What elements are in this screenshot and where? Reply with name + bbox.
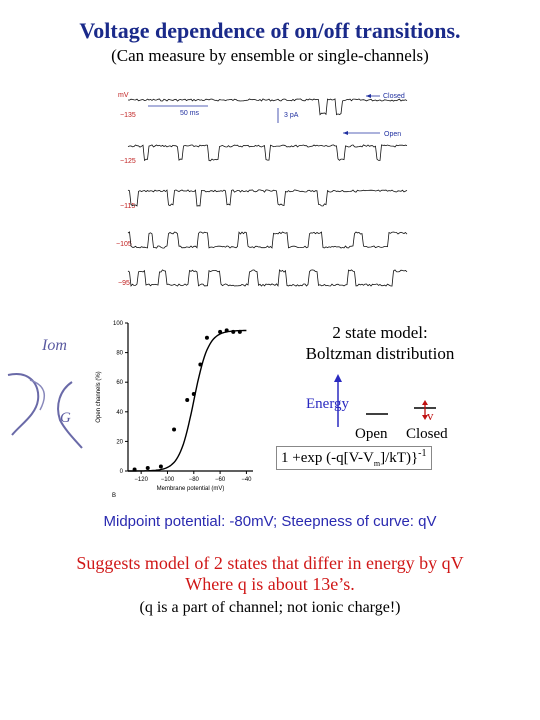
data-point xyxy=(145,466,150,471)
data-point xyxy=(172,427,177,432)
trace-row-1 xyxy=(127,144,408,162)
trace-row-0 xyxy=(127,98,408,116)
energy-label: Energy xyxy=(306,396,350,412)
model-title: 2 state model: Boltzman distribution xyxy=(270,322,490,364)
y-tick-label: 60 xyxy=(116,380,123,386)
x-tick-label: −120 xyxy=(134,477,148,483)
trace-label-105: −105 xyxy=(116,241,132,248)
x-tick-label: −60 xyxy=(215,477,226,483)
closed-arrow-head xyxy=(366,94,371,98)
data-point xyxy=(132,467,137,472)
boltzmann-formula: 1 +exp (-q[V-Vm]/kT)}-1 xyxy=(276,446,432,470)
x-tick-label: −100 xyxy=(161,477,175,483)
energy-arrow-head xyxy=(334,374,342,382)
energy-diagram xyxy=(334,374,436,427)
chart-panel-label: B xyxy=(112,493,116,499)
closed-state-label: Closed xyxy=(383,93,405,100)
trace-drawing xyxy=(127,94,408,287)
x-tick-label: −80 xyxy=(189,477,200,483)
y-tick-label: 20 xyxy=(116,439,123,445)
data-point xyxy=(224,328,229,333)
suggests-line1: Suggests model of 2 states that differ i… xyxy=(76,553,464,573)
data-point xyxy=(198,362,203,367)
data-point xyxy=(158,464,163,469)
trace-label-125: −125 xyxy=(120,158,136,165)
y-tick-label: 40 xyxy=(116,410,123,416)
trace-row-4 xyxy=(127,269,408,287)
trace-label-115: −115 xyxy=(120,203,136,210)
model-title-line2: Boltzman distribution xyxy=(305,344,455,363)
open-arrow-head xyxy=(343,131,348,135)
trace-unit-label: mV xyxy=(118,92,129,99)
x-tick-label: −40 xyxy=(241,477,252,483)
data-point xyxy=(218,329,223,334)
handwritten-text-1: Iom xyxy=(41,337,67,354)
qv-label: v xyxy=(427,408,434,423)
trace-panel: mV −135 −125 −115 −105 −95 50 ms 3 pA Cl… xyxy=(108,88,418,298)
trace-label-135: −135 xyxy=(120,112,136,119)
trace-label-95: −95 xyxy=(118,280,130,287)
trace-row-2 xyxy=(127,189,408,207)
time-scale-label: 50 ms xyxy=(180,110,200,117)
suggests-line2: Where q is about 13e’s. xyxy=(185,574,355,594)
page-subtitle: (Can measure by ensemble or single-chann… xyxy=(111,46,429,65)
handwritten-channel-sketch: Iom G xyxy=(7,337,83,449)
current-scale-label: 3 pA xyxy=(284,112,299,119)
y-tick-label: 0 xyxy=(120,469,124,475)
data-point xyxy=(185,397,190,402)
trace-row-3 xyxy=(127,231,408,249)
y-tick-label: 80 xyxy=(116,351,123,357)
open-level-label: Open xyxy=(355,426,388,442)
open-probability-chart: −120 −100 −80 −60 −40 0 20 40 60 80 100 Membrane p… xyxy=(96,321,253,499)
chart-xlabel: Membrane potential (mV) xyxy=(157,486,225,492)
data-point xyxy=(237,329,242,334)
note-text: (q is a part of channel; not ionic charg… xyxy=(139,599,401,616)
handwritten-text-2: G xyxy=(60,410,71,426)
data-point xyxy=(191,392,196,397)
open-state-label: Open xyxy=(384,131,402,138)
data-point xyxy=(204,335,209,340)
chart-ylabel: Open channels (%) xyxy=(96,371,102,422)
data-point xyxy=(231,329,236,334)
closed-level-label: Closed xyxy=(406,426,448,442)
model-title-line1: 2 state model: xyxy=(332,323,428,342)
page-title: Voltage dependence of on/off transitions… xyxy=(79,18,461,43)
y-tick-label: 100 xyxy=(113,321,124,327)
midpoint-text: Midpoint potential: -80mV; Steepness of … xyxy=(103,513,437,530)
